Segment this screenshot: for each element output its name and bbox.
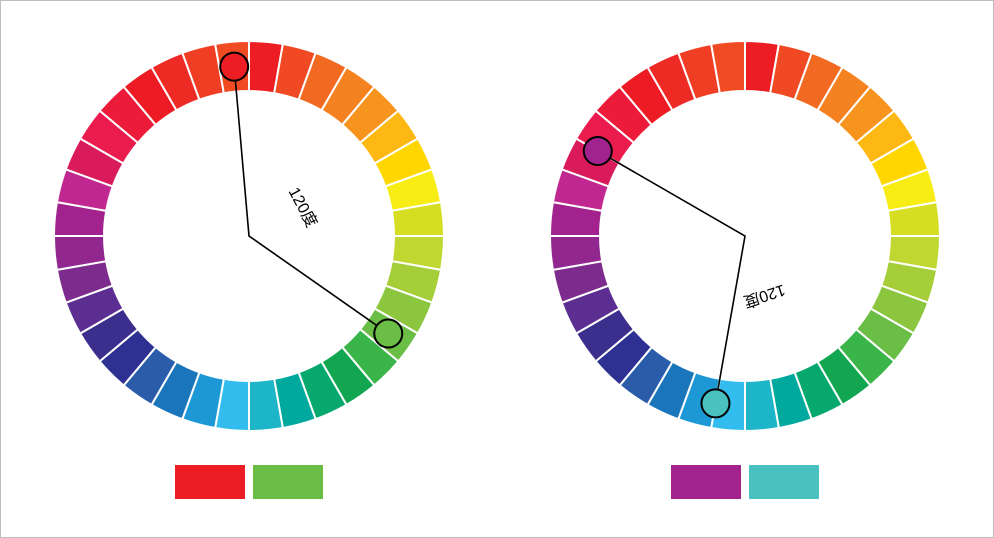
angle-label: 120度 <box>741 281 787 311</box>
swatch-left-1 <box>175 465 245 499</box>
panel-left: 120度 <box>9 21 489 499</box>
marker-2 <box>701 389 729 417</box>
swatch-left-2 <box>253 465 323 499</box>
marker-1 <box>220 53 248 81</box>
panel-right: 120度 <box>505 21 985 499</box>
color-wheel-left: 120度 <box>34 21 464 451</box>
frame: 120度 120度 <box>0 0 994 538</box>
marker-2 <box>374 320 402 348</box>
swatch-right-1 <box>671 465 741 499</box>
swatch-pair-right <box>671 465 819 499</box>
swatch-pair-left <box>175 465 323 499</box>
marker-1 <box>584 137 612 165</box>
angle-label: 120度 <box>285 184 321 230</box>
color-wheel-right: 120度 <box>530 21 960 451</box>
swatch-right-2 <box>749 465 819 499</box>
